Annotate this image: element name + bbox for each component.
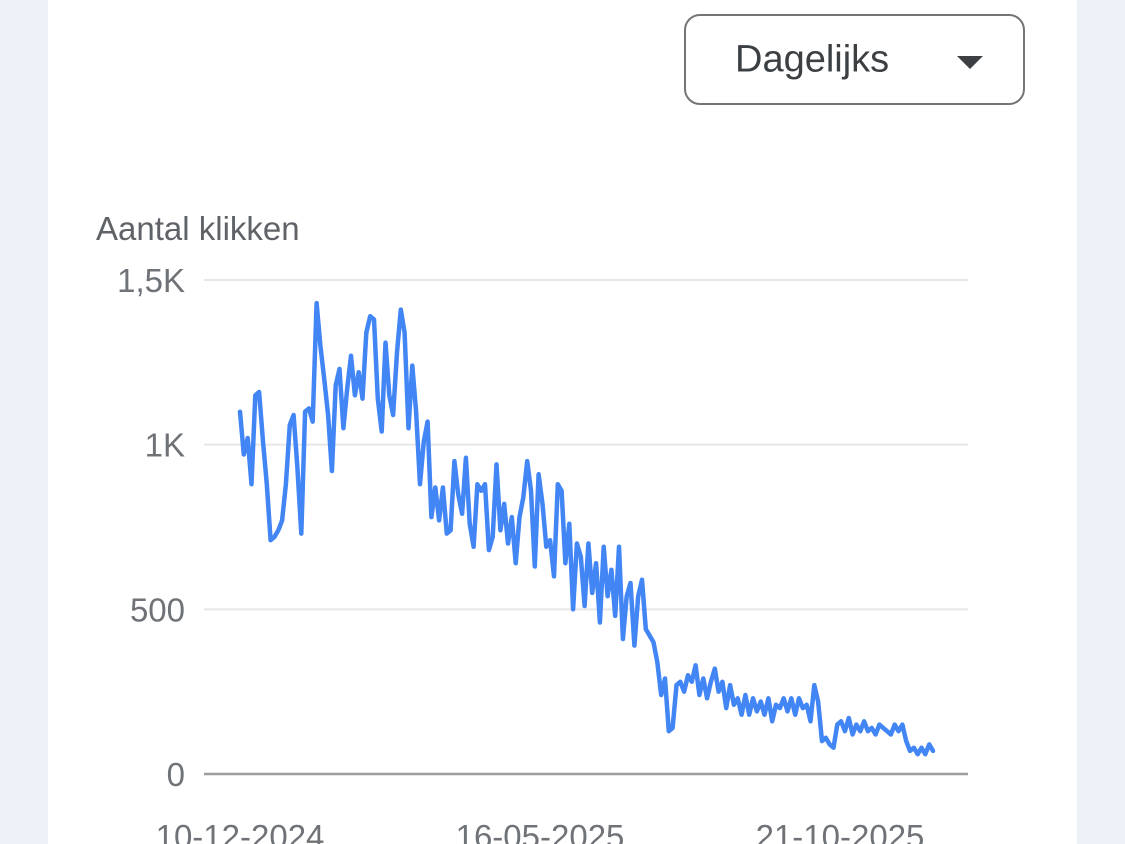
- x-tick-label: 16-05-2025: [456, 818, 625, 844]
- caret-down-icon: [957, 56, 983, 69]
- y-tick-label: 1K: [145, 427, 185, 464]
- granularity-dropdown-label: Dagelijks: [735, 38, 890, 80]
- x-tick-labels: 10-12-2024 16-05-2025 21-10-2025: [156, 818, 925, 844]
- y-tick-labels: 0 500 1K 1,5K: [117, 262, 185, 793]
- gridlines: [204, 279, 968, 776]
- y-tick-label: 1,5K: [117, 262, 185, 299]
- y-tick-label: 0: [167, 756, 185, 793]
- granularity-dropdown[interactable]: Dagelijks: [684, 14, 1025, 105]
- x-tick-label: 21-10-2025: [756, 818, 925, 844]
- y-tick-label: 500: [130, 591, 185, 628]
- x-tick-label: 10-12-2024: [156, 818, 325, 844]
- chart-card: [48, 0, 1077, 844]
- y-axis-title: Aantal klikken: [96, 210, 300, 247]
- series-line: [237, 300, 936, 757]
